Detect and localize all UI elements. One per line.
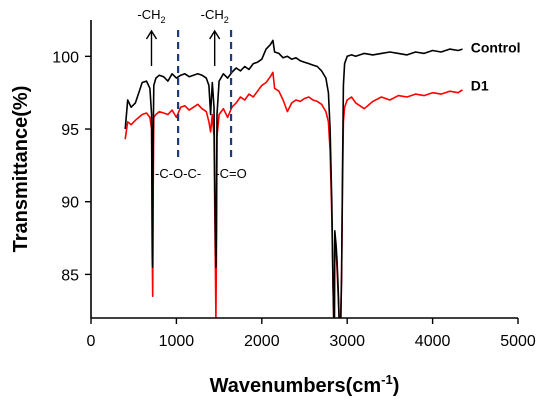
series-line-control bbox=[124, 39, 463, 318]
legend-entry: Control bbox=[471, 40, 521, 56]
legend-entry: D1 bbox=[471, 77, 489, 93]
reference-label: -C=O bbox=[215, 166, 246, 181]
y-ticks: 85 90 95 100 bbox=[52, 49, 91, 284]
peak-label: -CH2 bbox=[201, 7, 229, 25]
x-axis-title: Wavenumbers(cm-1) bbox=[210, 372, 400, 397]
y-tick-label: 100 bbox=[52, 49, 79, 66]
reference-label: -C-O-C- bbox=[155, 166, 201, 181]
y-tick-label: 90 bbox=[61, 195, 79, 212]
arrow-head-icon bbox=[209, 29, 221, 40]
x-tick-label: 4000 bbox=[415, 333, 451, 350]
legend: Control D1 bbox=[471, 40, 521, 94]
peak-label: -CH2 bbox=[137, 7, 165, 25]
arrow-head-icon bbox=[145, 29, 158, 40]
reference-lines: -C-O-C- -C=O bbox=[155, 30, 247, 181]
series-line-d1 bbox=[124, 71, 463, 318]
peak-annotations: -CH2 -CH2 bbox=[137, 7, 229, 66]
y-tick-label: 95 bbox=[61, 122, 79, 139]
x-tick-label: 1000 bbox=[159, 333, 195, 350]
x-ticks: 0 1000 2000 3000 4000 5000 bbox=[87, 318, 536, 350]
y-tick-label: 85 bbox=[61, 267, 79, 284]
y-axis-title: Transmittance(%) bbox=[10, 86, 32, 253]
x-tick-label: 3000 bbox=[329, 333, 365, 350]
x-tick-label: 0 bbox=[87, 333, 96, 350]
series-layer bbox=[124, 39, 463, 318]
axes bbox=[90, 20, 518, 319]
x-tick-label: 5000 bbox=[500, 333, 536, 350]
x-tick-label: 2000 bbox=[244, 333, 280, 350]
